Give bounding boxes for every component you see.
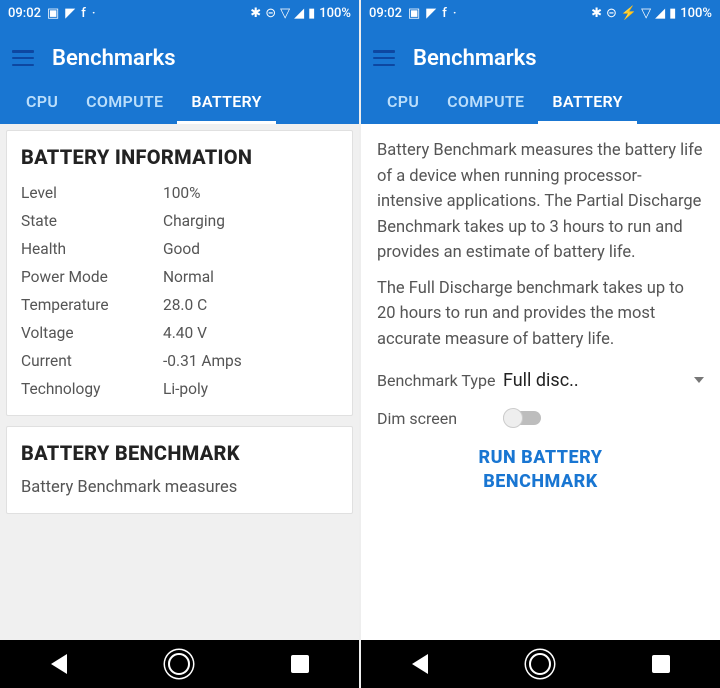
wifi-icon: ▽ [280,6,290,21]
status-battery: 100% [680,6,712,21]
image-icon: ▣ [408,6,420,21]
facebook-icon: f [81,6,86,21]
facebook-icon: f [442,6,447,21]
status-bar: 09:02 ▣ ◤ f · ✱ ⊝ ⚡ ▽ ◢ ▮ 100% [361,0,720,26]
image-icon: ▣ [47,6,59,21]
dnd-icon: ⊝ [606,6,617,21]
tab-compute[interactable]: COMPUTE [72,80,177,124]
info-row: HealthGood [21,235,338,263]
battery-icon: ▮ [308,6,315,21]
nav-back-icon[interactable] [51,654,67,674]
tab-bar: CPU COMPUTE BATTERY [12,80,347,124]
dropdown-value: Full disc.. [503,367,579,395]
benchmark-type-row: Benchmark Type Full disc.. [377,363,704,399]
signal-icon: ◢ [294,6,304,21]
tab-cpu[interactable]: CPU [12,80,72,124]
tab-battery[interactable]: BATTERY [538,80,636,124]
page-title: Benchmarks [413,46,537,71]
card-title: BATTERY INFORMATION [21,145,338,169]
info-row: Current-0.31 Amps [21,347,338,375]
info-row: StateCharging [21,207,338,235]
info-row: Power ModeNormal [21,263,338,291]
tab-battery[interactable]: BATTERY [177,80,275,124]
location-icon: ◤ [65,6,75,21]
phone-left: 09:02 ▣ ◤ f · ✱ ⊝ ▽ ◢ ▮ 100% Benchmarks … [0,0,359,688]
battery-info-card: BATTERY INFORMATION Level100% StateCharg… [6,130,353,416]
status-battery: 100% [319,6,351,21]
benchmark-description-1: Battery Benchmark measures the battery l… [377,138,704,266]
menu-icon[interactable] [373,50,395,66]
tab-cpu[interactable]: CPU [373,80,433,124]
bluetooth-icon: ✱ [591,6,602,21]
card-text: Battery Benchmark measures [21,475,338,501]
benchmark-type-label: Benchmark Type [377,371,503,390]
dot-icon: · [453,6,457,21]
nav-recent-icon[interactable] [291,655,309,673]
wifi-icon: ▽ [641,6,651,21]
app-bar: Benchmarks CPU COMPUTE BATTERY [0,26,359,124]
phone-right: 09:02 ▣ ◤ f · ✱ ⊝ ⚡ ▽ ◢ ▮ 100% Benchmark… [361,0,720,688]
nav-bar [0,640,359,688]
dnd-icon: ⊝ [265,6,276,21]
location-icon: ◤ [426,6,436,21]
signal-icon: ◢ [655,6,665,21]
benchmark-description-2: The Full Discharge benchmark takes up to… [377,276,704,353]
info-row: Level100% [21,179,338,207]
page-title: Benchmarks [52,46,176,71]
app-bar: Benchmarks CPU COMPUTE BATTERY [361,26,720,124]
charging-icon: ⚡ [621,6,637,21]
status-time: 09:02 [8,6,41,21]
nav-home-icon[interactable] [529,653,551,675]
chevron-down-icon [694,377,704,383]
dim-screen-row: Dim screen [377,408,704,428]
content-left[interactable]: BATTERY INFORMATION Level100% StateCharg… [0,124,359,640]
nav-home-icon[interactable] [168,653,190,675]
info-row: Voltage4.40 V [21,319,338,347]
content-right[interactable]: Battery Benchmark measures the battery l… [361,124,720,640]
info-row: Temperature28.0 C [21,291,338,319]
card-title: BATTERY BENCHMARK [21,441,338,465]
benchmark-type-dropdown[interactable]: Full disc.. [503,363,704,399]
nav-back-icon[interactable] [412,654,428,674]
info-row: TechnologyLi-poly [21,375,338,403]
menu-icon[interactable] [12,50,34,66]
status-bar: 09:02 ▣ ◤ f · ✱ ⊝ ▽ ◢ ▮ 100% [0,0,359,26]
dot-icon: · [92,6,96,21]
nav-bar [361,640,720,688]
battery-benchmark-card: BATTERY BENCHMARK Battery Benchmark meas… [6,426,353,514]
battery-icon: ▮ [669,6,676,21]
tab-bar: CPU COMPUTE BATTERY [373,80,708,124]
tab-compute[interactable]: COMPUTE [433,80,538,124]
nav-recent-icon[interactable] [652,655,670,673]
dim-screen-label: Dim screen [377,409,503,428]
run-benchmark-button[interactable]: RUN BATTERY BENCHMARK [377,446,704,493]
status-time: 09:02 [369,6,402,21]
dim-screen-switch[interactable] [503,408,541,428]
bluetooth-icon: ✱ [250,6,261,21]
